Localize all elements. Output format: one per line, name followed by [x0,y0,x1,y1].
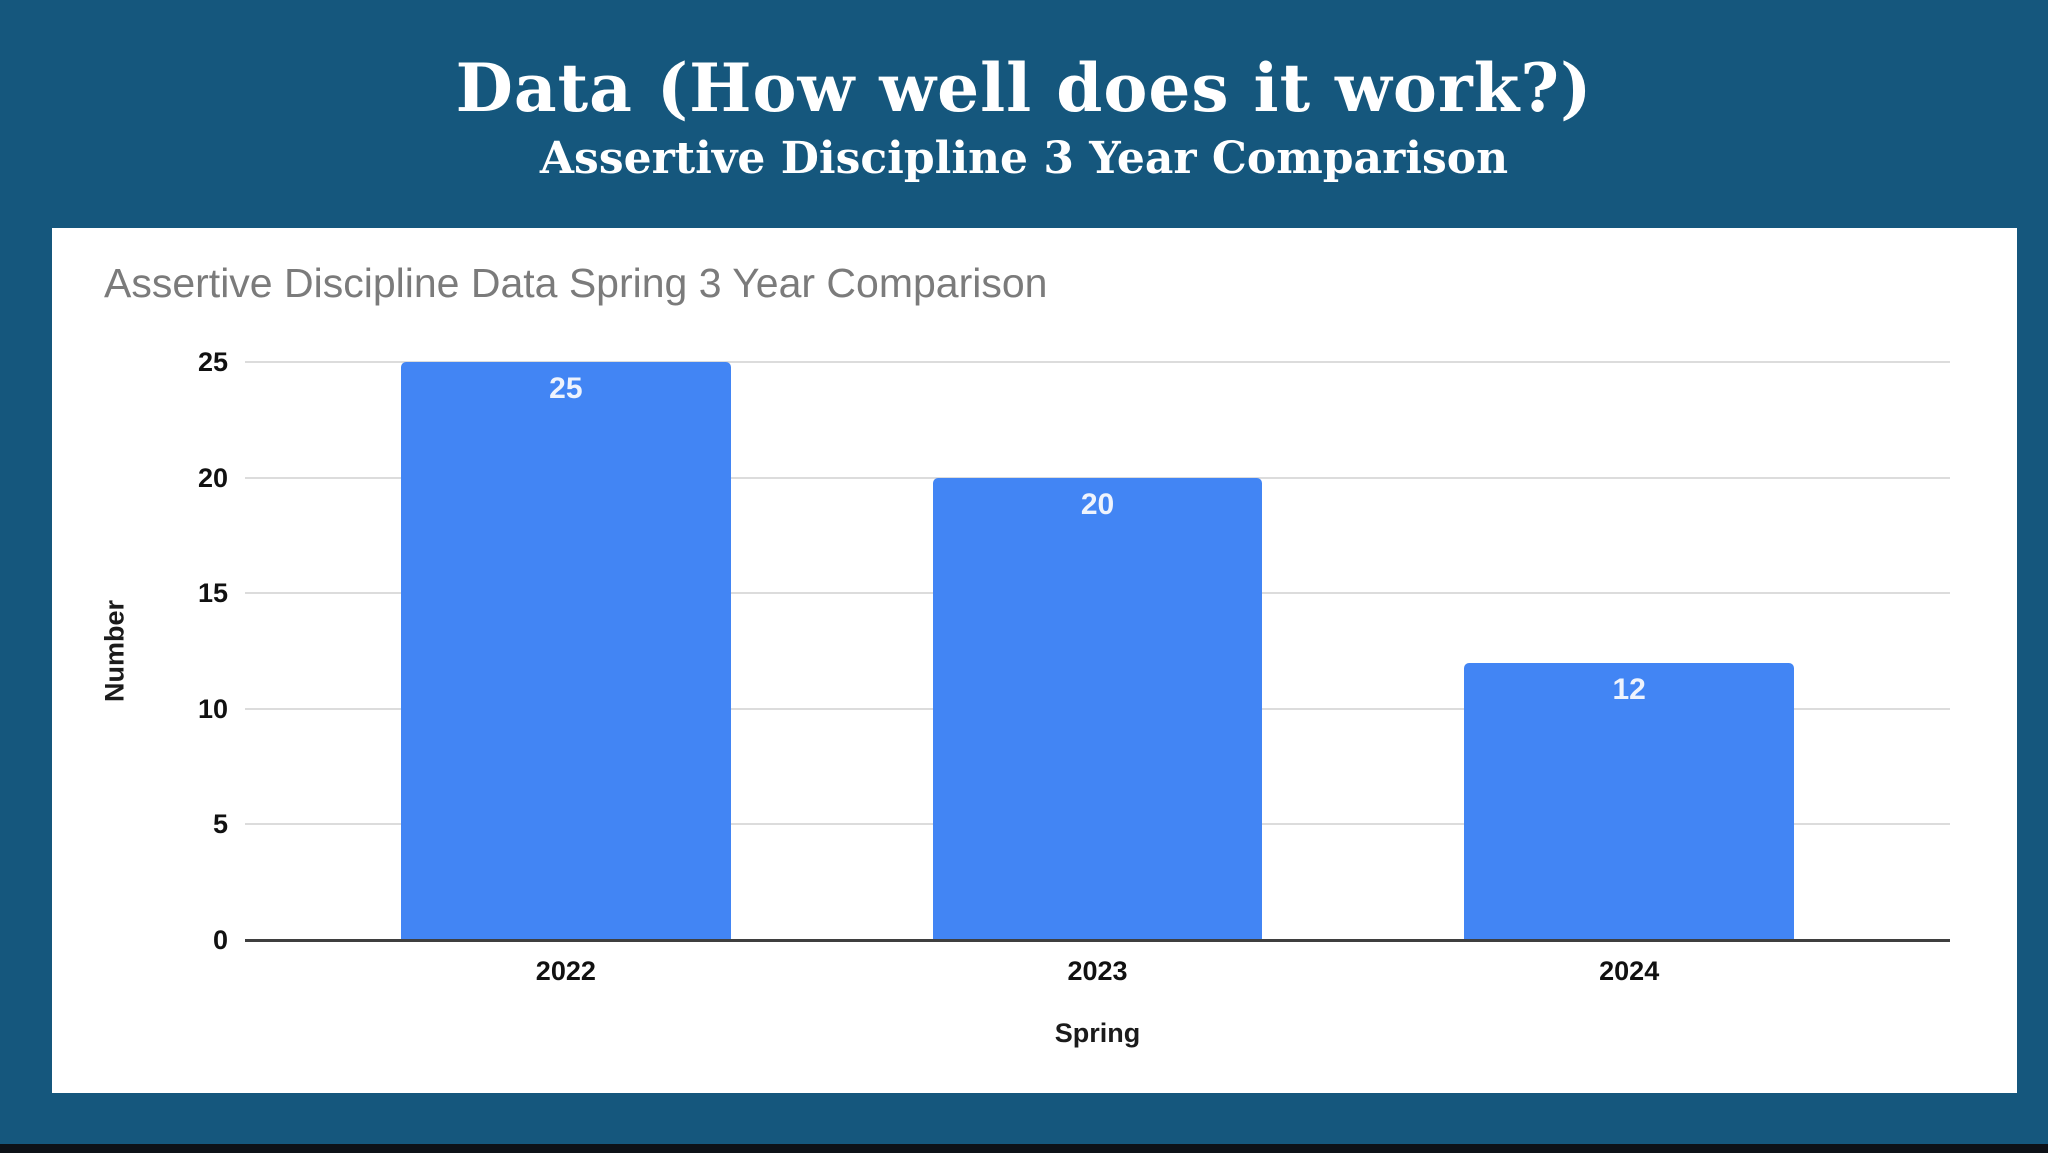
bar-slot: 12 [1363,362,1895,940]
x-tick-label: 2022 [535,956,596,986]
y-tick-label: 0 [212,925,228,955]
y-tick-label: 10 [197,693,228,724]
slide-subtitle: Assertive Discipline 3 Year Comparison [539,132,1509,184]
slide-title: Data (How well does it work?) [455,49,1593,127]
slide-header: Data (How well does it work?) Assertive … [0,52,2048,185]
bars-row: 25 20 12 [245,362,1950,940]
bar-2023: 20 [932,477,1263,940]
y-tick-label: 5 [212,809,228,840]
y-axis-title: Number [99,599,130,703]
chart-panel: Assertive Discipline Data Spring 3 Year … [52,228,2017,1093]
chart-title: Assertive Discipline Data Spring 3 Year … [104,260,1048,306]
x-ticks-row: 2022 2023 2024 [245,956,1950,987]
bar-slot: 25 [300,362,832,940]
bottom-strip [0,1144,2048,1153]
bar-slot: 20 [832,362,1364,940]
bar-value-label: 12 [1612,672,1646,706]
gridline [245,361,1950,363]
bar-value-label: 20 [1080,487,1115,521]
plot-area: 25 20 12 2022 2023 2024 Spring 0 5 10 15 20 25 [198,348,1950,1048]
bar-2024: 12 [1464,662,1794,940]
bar-2022: 25 [401,362,731,940]
x-tick-label: 2024 [1599,956,1660,986]
x-tick-label: 2023 [1067,956,1128,986]
y-tick-label: 25 [197,347,228,377]
x-axis-line [245,939,1950,942]
y-tick-label: 15 [197,578,228,609]
x-axis-title: Spring [1054,1018,1141,1048]
y-tick-label: 20 [197,462,228,493]
bar-value-label: 25 [549,372,583,405]
